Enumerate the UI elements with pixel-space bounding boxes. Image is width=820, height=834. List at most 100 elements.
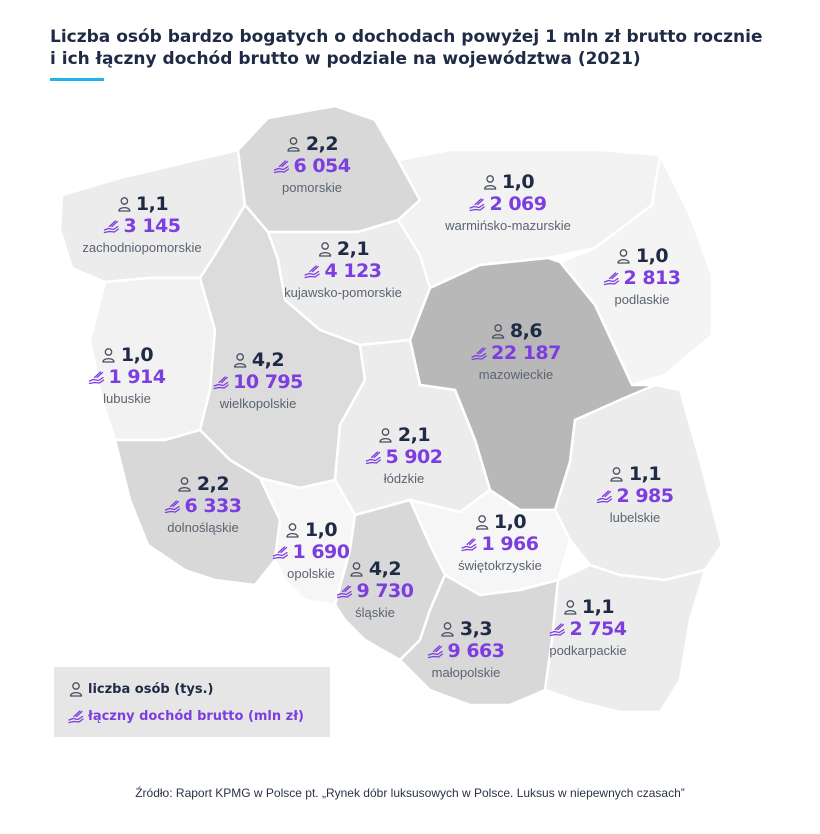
region-label-slaskie: 4,2 9 730 śląskie xyxy=(337,558,414,622)
money-hand-icon xyxy=(103,218,119,234)
person-icon xyxy=(68,681,84,697)
region-income: 10 795 xyxy=(233,371,303,393)
region-label-mazowieckie: 8,6 22 187 mazowieckie xyxy=(471,320,561,384)
person-icon xyxy=(286,136,302,152)
money-hand-icon xyxy=(461,536,477,552)
region-name: mazowieckie xyxy=(478,367,554,382)
region-name: wielkopolskie xyxy=(219,396,297,411)
region-income: 1 690 xyxy=(292,541,351,563)
person-icon xyxy=(474,514,490,530)
money-hand-icon xyxy=(366,449,382,465)
region-label-kujawsko-pomorskie: 2,1 4 123 kujawsko-pomorskie xyxy=(284,238,402,302)
region-name: dolnośląskie xyxy=(167,520,239,535)
region-count: 4,2 xyxy=(251,349,285,371)
money-hand-icon xyxy=(597,488,613,504)
legend: liczba osób (tys.) łączny dochód brutto … xyxy=(54,667,330,737)
income-row: 1 690 xyxy=(273,541,350,563)
region-label-dolnoslaskie: 2,2 6 333 dolnośląskie xyxy=(165,473,242,537)
count-row: 1,0 xyxy=(89,344,166,366)
region-count: 1,0 xyxy=(635,245,669,267)
count-row: 1,0 xyxy=(273,519,350,541)
person-icon xyxy=(482,174,498,190)
count-row: 2,1 xyxy=(366,424,443,446)
income-row: 6 333 xyxy=(165,495,242,517)
money-hand-icon xyxy=(471,345,487,361)
region-name: opolskie xyxy=(287,566,335,581)
title-accent-line xyxy=(50,78,104,81)
income-row: 9 730 xyxy=(337,580,414,602)
count-row: 1,0 xyxy=(458,511,542,533)
region-name: kujawsko-pomorskie xyxy=(284,285,402,300)
person-icon xyxy=(285,522,301,538)
map-title: Liczba osób bardzo bogatych o dochodach … xyxy=(50,26,770,70)
count-row: 1,0 xyxy=(445,171,571,193)
income-row: 5 902 xyxy=(366,446,443,468)
region-name: lubuskie xyxy=(103,391,151,406)
region-label-podkarpackie: 1,1 2 754 podkarpackie xyxy=(549,596,627,660)
count-row: 4,2 xyxy=(213,349,303,371)
income-row: 1 914 xyxy=(89,366,166,388)
income-row: 2 069 xyxy=(445,193,571,215)
person-icon xyxy=(101,347,117,363)
region-count: 1,0 xyxy=(120,344,154,366)
region-label-warminsko-mazurskie: 1,0 2 069 warmińsko-mazurskie xyxy=(445,171,571,235)
count-row: 2,2 xyxy=(165,473,242,495)
money-hand-icon xyxy=(304,263,320,279)
region-income: 5 902 xyxy=(385,446,444,468)
count-row: 8,6 xyxy=(471,320,561,342)
region-income: 9 663 xyxy=(447,640,506,662)
region-label-swietokrzyskie: 1,0 1 966 świętokrzyskie xyxy=(458,511,542,575)
region-count: 1,0 xyxy=(501,171,535,193)
money-hand-icon xyxy=(274,158,290,174)
region-count: 1,1 xyxy=(581,596,615,618)
region-name: śląskie xyxy=(355,605,395,620)
income-row: 1 966 xyxy=(458,533,542,555)
title-line-1: Liczba osób bardzo bogatych o dochodach … xyxy=(50,27,763,47)
person-icon xyxy=(177,476,193,492)
region-count: 2,2 xyxy=(305,133,339,155)
person-icon xyxy=(232,352,248,368)
person-icon xyxy=(562,599,578,615)
region-count: 1,0 xyxy=(304,519,338,541)
region-count: 2,1 xyxy=(397,424,431,446)
legend-count-label: liczba osób (tys.) xyxy=(88,681,214,697)
region-name: lubelskie xyxy=(609,510,661,525)
money-hand-icon xyxy=(68,708,84,724)
source-note: Źródło: Raport KPMG w Polsce pt. „Rynek … xyxy=(135,786,685,800)
region-income: 2 813 xyxy=(623,267,682,289)
income-row: 6 054 xyxy=(274,155,351,177)
region-name: zachodniopomorskie xyxy=(82,240,202,255)
count-row: 2,2 xyxy=(274,133,351,155)
region-name: małopolskie xyxy=(431,665,501,680)
region-count: 2,1 xyxy=(336,238,370,260)
region-income: 2 069 xyxy=(489,193,547,215)
income-row: 22 187 xyxy=(471,342,561,364)
region-income: 6 054 xyxy=(293,155,352,177)
region-income: 9 730 xyxy=(356,580,415,602)
money-hand-icon xyxy=(165,498,181,514)
count-row: 4,2 xyxy=(337,558,414,580)
count-row: 1,0 xyxy=(604,245,681,267)
person-icon xyxy=(378,427,394,443)
person-icon xyxy=(609,466,625,482)
count-row: 3,3 xyxy=(428,618,505,640)
region-income: 6 333 xyxy=(184,495,243,517)
income-row: 2 985 xyxy=(597,485,674,507)
money-hand-icon xyxy=(273,544,289,560)
region-label-wielkopolskie: 4,2 10 795 wielkopolskie xyxy=(213,349,303,413)
person-icon xyxy=(349,561,365,577)
region-name: świętokrzyskie xyxy=(458,558,542,573)
region-income: 3 145 xyxy=(123,215,181,237)
region-label-zachodniopomorskie: 1,1 3 145 zachodniopomorskie xyxy=(82,193,201,257)
person-icon xyxy=(490,323,506,339)
income-row: 3 145 xyxy=(82,215,201,237)
region-shape-malopolskie xyxy=(398,573,560,707)
region-income: 22 187 xyxy=(491,342,561,364)
region-label-lubuskie: 1,0 1 914 lubuskie xyxy=(89,344,166,408)
region-name: warmińsko-mazurskie xyxy=(445,218,571,233)
person-icon xyxy=(317,241,333,257)
legend-row-income: łączny dochód brutto (mln zł) xyxy=(68,708,304,724)
money-hand-icon xyxy=(89,369,105,385)
person-icon xyxy=(440,621,456,637)
income-row: 9 663 xyxy=(428,640,505,662)
